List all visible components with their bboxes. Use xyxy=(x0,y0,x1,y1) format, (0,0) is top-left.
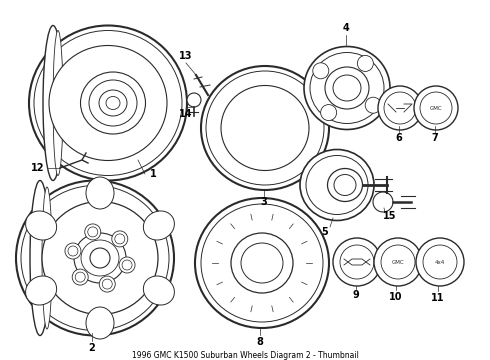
Text: 1996 GMC K1500 Suburban Wheels Diagram 2 - Thumbnail: 1996 GMC K1500 Suburban Wheels Diagram 2… xyxy=(131,351,359,360)
Ellipse shape xyxy=(201,66,329,190)
Circle shape xyxy=(115,234,125,244)
Ellipse shape xyxy=(306,156,368,215)
Circle shape xyxy=(72,269,88,285)
Text: 15: 15 xyxy=(383,211,397,221)
Ellipse shape xyxy=(81,240,119,276)
Circle shape xyxy=(320,104,337,121)
Ellipse shape xyxy=(30,180,50,336)
Ellipse shape xyxy=(80,72,146,134)
Ellipse shape xyxy=(304,46,390,130)
Text: 10: 10 xyxy=(389,292,403,302)
Circle shape xyxy=(88,227,98,237)
Circle shape xyxy=(423,245,457,279)
Text: 2: 2 xyxy=(89,343,96,353)
Circle shape xyxy=(187,93,201,107)
Circle shape xyxy=(119,257,135,273)
Ellipse shape xyxy=(29,26,187,180)
Ellipse shape xyxy=(325,67,369,109)
Text: 7: 7 xyxy=(432,133,439,143)
Circle shape xyxy=(378,86,422,130)
Circle shape xyxy=(374,238,422,286)
Ellipse shape xyxy=(300,149,374,220)
Circle shape xyxy=(68,246,78,256)
Ellipse shape xyxy=(106,96,120,109)
Ellipse shape xyxy=(25,211,57,240)
Text: 3: 3 xyxy=(261,197,268,207)
Circle shape xyxy=(333,238,381,286)
Text: 4: 4 xyxy=(343,23,349,33)
Circle shape xyxy=(122,260,132,270)
Text: 14: 14 xyxy=(179,109,193,119)
Ellipse shape xyxy=(86,307,114,339)
Circle shape xyxy=(416,238,464,286)
Ellipse shape xyxy=(42,202,158,315)
Circle shape xyxy=(75,272,85,282)
Text: GMC: GMC xyxy=(392,260,404,265)
Ellipse shape xyxy=(99,90,127,116)
Circle shape xyxy=(414,86,458,130)
Circle shape xyxy=(99,276,115,292)
Ellipse shape xyxy=(43,26,63,180)
Ellipse shape xyxy=(310,53,384,123)
Ellipse shape xyxy=(25,276,57,305)
Ellipse shape xyxy=(16,180,174,336)
Ellipse shape xyxy=(221,85,309,171)
Ellipse shape xyxy=(333,75,361,101)
Text: GMC: GMC xyxy=(430,105,442,111)
Ellipse shape xyxy=(241,243,283,283)
Text: 12: 12 xyxy=(31,163,45,173)
Circle shape xyxy=(85,224,101,240)
Ellipse shape xyxy=(231,233,293,293)
Ellipse shape xyxy=(201,204,323,322)
Text: 5: 5 xyxy=(321,227,328,237)
Ellipse shape xyxy=(144,276,174,305)
Circle shape xyxy=(420,92,452,124)
Text: 4x4: 4x4 xyxy=(435,260,445,265)
Circle shape xyxy=(90,248,110,268)
Ellipse shape xyxy=(195,198,329,328)
Circle shape xyxy=(340,245,374,279)
Text: 9: 9 xyxy=(353,290,359,300)
Ellipse shape xyxy=(42,187,52,329)
Ellipse shape xyxy=(89,80,137,126)
Circle shape xyxy=(357,55,373,71)
Circle shape xyxy=(373,192,393,212)
Circle shape xyxy=(112,231,128,247)
Circle shape xyxy=(65,243,81,259)
Ellipse shape xyxy=(206,71,324,185)
Text: 6: 6 xyxy=(395,133,402,143)
Circle shape xyxy=(384,92,416,124)
Text: 8: 8 xyxy=(257,337,264,347)
Ellipse shape xyxy=(49,45,167,161)
Ellipse shape xyxy=(74,233,126,283)
Ellipse shape xyxy=(144,211,174,240)
Circle shape xyxy=(102,279,112,289)
Ellipse shape xyxy=(86,177,114,209)
Ellipse shape xyxy=(21,185,169,330)
Ellipse shape xyxy=(34,31,182,175)
Ellipse shape xyxy=(327,168,363,202)
Circle shape xyxy=(365,97,381,113)
Text: 1: 1 xyxy=(149,169,156,179)
Text: 11: 11 xyxy=(431,293,445,303)
Text: 13: 13 xyxy=(179,51,193,61)
Circle shape xyxy=(313,63,329,79)
Ellipse shape xyxy=(53,31,63,175)
Ellipse shape xyxy=(334,175,356,195)
Circle shape xyxy=(381,245,415,279)
